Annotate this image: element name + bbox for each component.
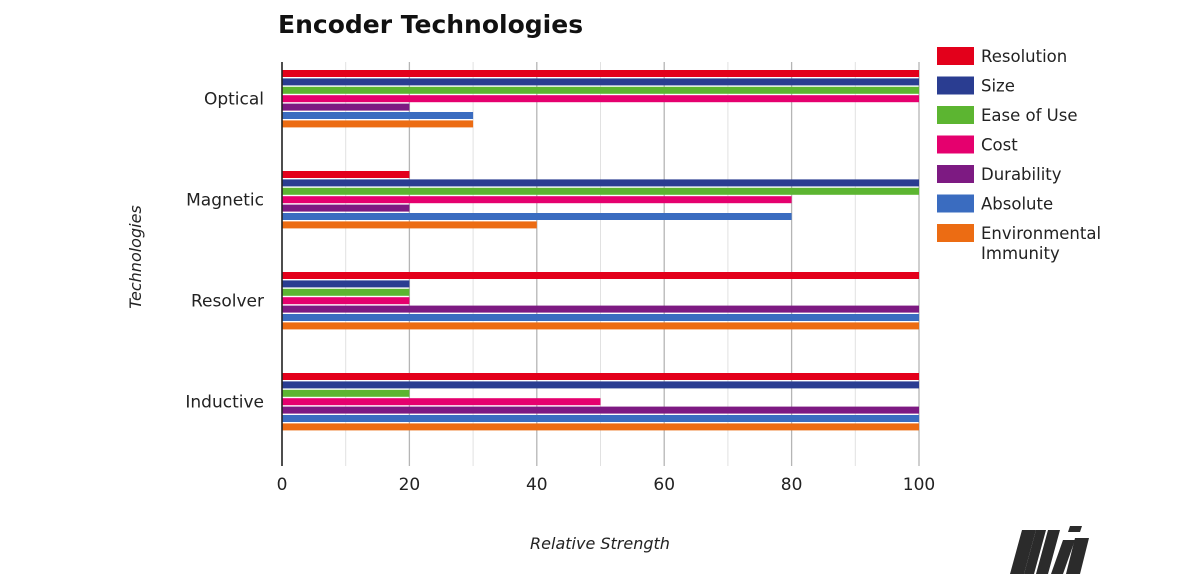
legend-swatch-resolution (937, 47, 974, 65)
bar-inductive-size (282, 381, 919, 389)
bar-resolver-environmental-immunity (282, 322, 919, 330)
logo-stripe-2 (1024, 530, 1046, 574)
bar-optical-absolute (282, 112, 474, 119)
bar-magnetic-size (282, 179, 919, 187)
bar-inductive-absolute (282, 415, 919, 422)
legend-label-ease-of-use: Ease of Use (981, 106, 1078, 125)
logo-i-stem (1066, 538, 1089, 574)
legend-label-absolute: Absolute (981, 195, 1053, 214)
bar-resolver-absolute (282, 314, 919, 321)
x-axis-label: Relative Strength (530, 534, 670, 553)
category-label-magnetic: Magnetic (186, 191, 264, 211)
grid-lines (345, 62, 920, 466)
bar-magnetic-environmental-immunity (282, 221, 537, 229)
bar-inductive-ease-of-use (282, 389, 410, 397)
legend-label-resolution: Resolution (981, 47, 1067, 66)
chart-title: Encoder Technologies (278, 10, 584, 39)
category-label-resolver: Resolver (191, 292, 264, 312)
legend-swatch-cost (937, 135, 974, 154)
x-tick-label: 60 (653, 475, 675, 495)
bar-resolver-size (282, 280, 410, 288)
bar-optical-durability (282, 103, 410, 111)
category-label-inductive: Inductive (185, 393, 264, 413)
bar-optical-environmental-immunity (282, 120, 474, 128)
bars: Optical Magnetic Resolver Inductive (185, 70, 919, 431)
bar-inductive-cost (282, 398, 601, 406)
bar-magnetic-cost (282, 196, 792, 204)
category-label-optical: Optical (204, 90, 264, 110)
bar-optical-cost (282, 95, 919, 103)
bar-optical-size (282, 78, 919, 86)
company-logo (1010, 526, 1089, 574)
bar-magnetic-absolute (282, 213, 792, 220)
bar-inductive-durability (282, 406, 919, 414)
logo-stripe-3 (1036, 530, 1060, 574)
legend-label-size: Size (981, 77, 1015, 96)
legend-label-environmental-immunity: Environmental (981, 224, 1101, 243)
x-tick-label: 0 (277, 475, 288, 495)
bar-optical-ease-of-use (282, 86, 919, 94)
logo-stripe-4 (1051, 540, 1075, 574)
logo-stripe-1 (1010, 530, 1036, 574)
logo-dot (1068, 526, 1082, 532)
legend-label-cost: Cost (981, 136, 1018, 155)
axes: 0 20 40 60 80 100 Relative Strength Technologie… (126, 62, 935, 553)
bar-inductive-environmental-immunity (282, 423, 919, 431)
legend-swatch-size (937, 76, 974, 95)
legend: Resolution Size Ease of Use Cost Durability A… (937, 47, 1101, 263)
bar-resolver-resolution (282, 272, 919, 279)
legend-swatch-absolute (937, 194, 974, 213)
x-tick-label: 40 (526, 475, 548, 495)
bar-resolver-ease-of-use (282, 288, 410, 296)
legend-label-environmental-immunity: Immunity (981, 244, 1060, 263)
legend-swatch-durability (937, 165, 974, 183)
bar-resolver-cost (282, 297, 410, 305)
x-tick-label: 20 (399, 475, 421, 495)
legend-label-durability: Durability (981, 165, 1062, 184)
legend-swatch-ease-of-use (937, 106, 974, 124)
bar-magnetic-resolution (282, 171, 410, 178)
bar-optical-resolution (282, 70, 919, 77)
bar-magnetic-durability (282, 204, 410, 212)
legend-swatch-environmental-immunity (937, 224, 974, 242)
x-tick-label: 100 (903, 475, 935, 495)
x-tick-label: 80 (781, 475, 803, 495)
bar-resolver-durability (282, 305, 919, 313)
bar-inductive-resolution (282, 373, 919, 380)
y-axis-label: Technologies (126, 205, 145, 309)
bar-magnetic-ease-of-use (282, 187, 919, 195)
